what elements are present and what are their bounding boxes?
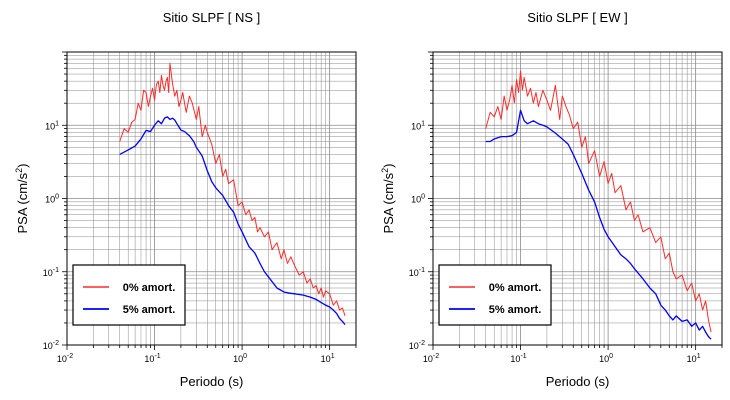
- legend-label: 5% amort.: [123, 304, 176, 316]
- series-line-damped: [485, 109, 712, 340]
- x-tick-label-exponent: -2: [433, 353, 439, 360]
- x-tick-label: 10-2: [57, 353, 73, 364]
- legend: 0% amort. 5% amort.: [72, 264, 186, 326]
- x-tick-label-exponent: -1: [520, 353, 526, 360]
- y-axis-label-close: ): [15, 163, 30, 167]
- x-tick-label: 100: [599, 353, 613, 364]
- x-tick-label-exponent: 0: [243, 353, 247, 360]
- y-tick-label-exponent: -1: [419, 267, 425, 274]
- y-axis-label: PSA (cm/s2): [380, 163, 396, 233]
- y-tick-label: 100: [45, 194, 59, 205]
- x-tick-label-base: 10: [599, 354, 609, 364]
- legend: 0% amort. 5% amort.: [438, 264, 552, 326]
- y-tick-label-exponent: -1: [53, 267, 59, 274]
- grid: [66, 51, 357, 346]
- frame-ticks: [62, 51, 357, 350]
- y-tick-label-exponent: 1: [421, 120, 425, 127]
- y-tick-label: 101: [45, 120, 59, 131]
- panel-ew: Sitio SLPF [ EW ]10-2 10-1 100 10110-210-11…: [380, 10, 723, 389]
- y-tick-label-exponent: 0: [421, 194, 425, 201]
- x-tick-label: 101: [321, 353, 335, 364]
- y-axis-label-main: PSA (cm/s: [15, 172, 30, 233]
- legend-box: [72, 264, 186, 326]
- x-tick-label-base: 10: [687, 354, 697, 364]
- y-axis-label: PSA (cm/s2): [14, 163, 30, 233]
- chart-title: Sitio SLPF [ NS ]: [163, 10, 261, 25]
- y-tick-label-base: 10: [411, 121, 421, 131]
- x-tick-label-base: 10: [321, 354, 331, 364]
- x-tick-label-exponent: -1: [154, 353, 160, 360]
- plot-frame: [66, 51, 357, 346]
- y-tick-label-base: 10: [45, 195, 55, 205]
- y-tick-label: 10-1: [409, 267, 425, 278]
- y-tick-label: 10-1: [43, 267, 59, 278]
- panel-ns: Sitio SLPF [ NS ]10-2 10-1 100 10110-210-11…: [14, 10, 357, 389]
- legend-box: [438, 264, 552, 326]
- y-tick-label: 101: [411, 120, 425, 131]
- series-line-damped: [119, 116, 346, 325]
- x-tick-label-base: 10: [144, 354, 154, 364]
- y-tick-label-base: 10: [409, 268, 419, 278]
- y-tick-label-base: 10: [409, 341, 419, 351]
- x-tick-label: 10-1: [510, 353, 526, 364]
- y-tick-label-base: 10: [411, 195, 421, 205]
- x-tick-label-exponent: -2: [67, 353, 73, 360]
- legend-label: 0% amort.: [489, 282, 542, 294]
- x-tick-label-base: 10: [57, 354, 67, 364]
- legend-label: 5% amort.: [489, 304, 542, 316]
- x-tick-label: 101: [687, 353, 701, 364]
- chart-title: Sitio SLPF [ EW ]: [527, 10, 627, 25]
- legend-label: 0% amort.: [123, 282, 176, 294]
- series-line-undamped: [485, 70, 712, 333]
- y-tick-label: 10-2: [409, 340, 425, 351]
- y-tick-label-base: 10: [43, 268, 53, 278]
- y-tick-label-base: 10: [45, 121, 55, 131]
- y-tick-label-exponent: -2: [53, 340, 59, 347]
- y-axis-label-superscript: 2: [380, 168, 390, 173]
- series-line-undamped: [119, 62, 346, 317]
- x-tick-label: 10-2: [423, 353, 439, 364]
- y-axis-label-close: ): [381, 163, 396, 167]
- y-tick-label-base: 10: [43, 341, 53, 351]
- x-tick-label-exponent: 1: [697, 353, 701, 360]
- x-tick-label-base: 10: [233, 354, 243, 364]
- y-tick-label: 10-2: [43, 340, 59, 351]
- plot-frame: [432, 51, 723, 346]
- y-tick-label-exponent: 0: [55, 194, 59, 201]
- y-tick-label-exponent: -2: [419, 340, 425, 347]
- x-tick-label: 10-1: [144, 353, 160, 364]
- y-axis-label-main: PSA (cm/s: [381, 172, 396, 233]
- x-tick-label-exponent: 0: [609, 353, 613, 360]
- x-tick-label-base: 10: [423, 354, 433, 364]
- y-axis-label-superscript: 2: [14, 168, 24, 173]
- x-tick-label-exponent: 1: [331, 353, 335, 360]
- x-axis-label: Periodo (s): [546, 374, 610, 389]
- x-axis-label: Periodo (s): [180, 374, 244, 389]
- y-tick-label: 100: [411, 194, 425, 205]
- x-tick-label-base: 10: [510, 354, 520, 364]
- y-tick-label-exponent: 1: [55, 120, 59, 127]
- x-tick-label: 100: [233, 353, 247, 364]
